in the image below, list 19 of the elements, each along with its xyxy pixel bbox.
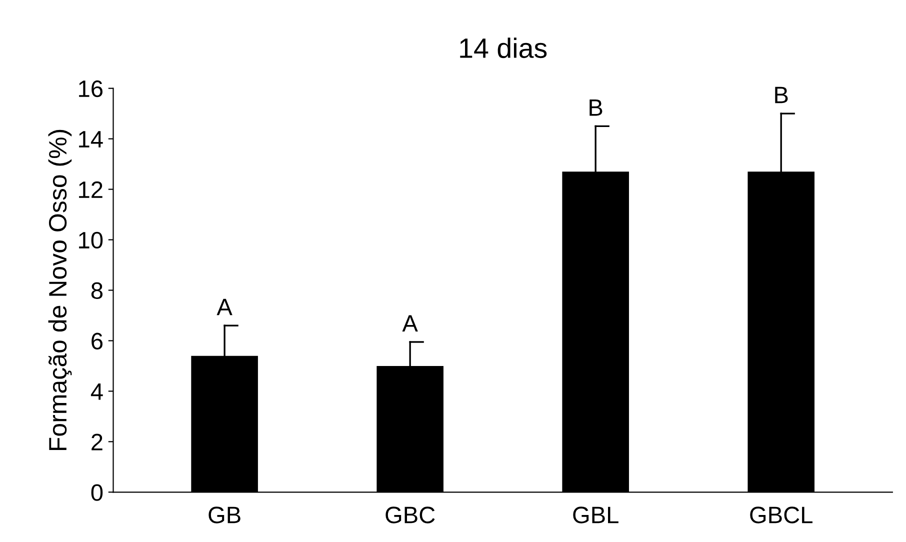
y-tick-label: 10 (79, 232, 103, 249)
y-tick-label: 8 (91, 282, 102, 300)
annotation: A (216, 298, 232, 316)
y-tick-label: 6 (92, 332, 102, 350)
x-tick-label: GBCL (750, 506, 812, 524)
y-tick-label: 2 (92, 434, 102, 450)
chart-title: 14 dias (460, 38, 547, 58)
annotation: B (590, 100, 602, 116)
x-tick-label: GBC (386, 506, 435, 524)
annotation: B (775, 86, 788, 104)
annotation: A (402, 315, 418, 332)
y-axis-title: Formação de Novo Osso (%) (48, 130, 72, 450)
y-tick-label: 14 (79, 131, 103, 148)
x-tick-label: GBL (573, 506, 618, 524)
y-tick-label: 12 (79, 181, 102, 198)
y-tick-label: 16 (79, 80, 102, 98)
y-tick-label: 4 (90, 384, 103, 400)
y-tick-label: 0 (91, 484, 103, 501)
x-tick-label: GB (208, 506, 240, 524)
